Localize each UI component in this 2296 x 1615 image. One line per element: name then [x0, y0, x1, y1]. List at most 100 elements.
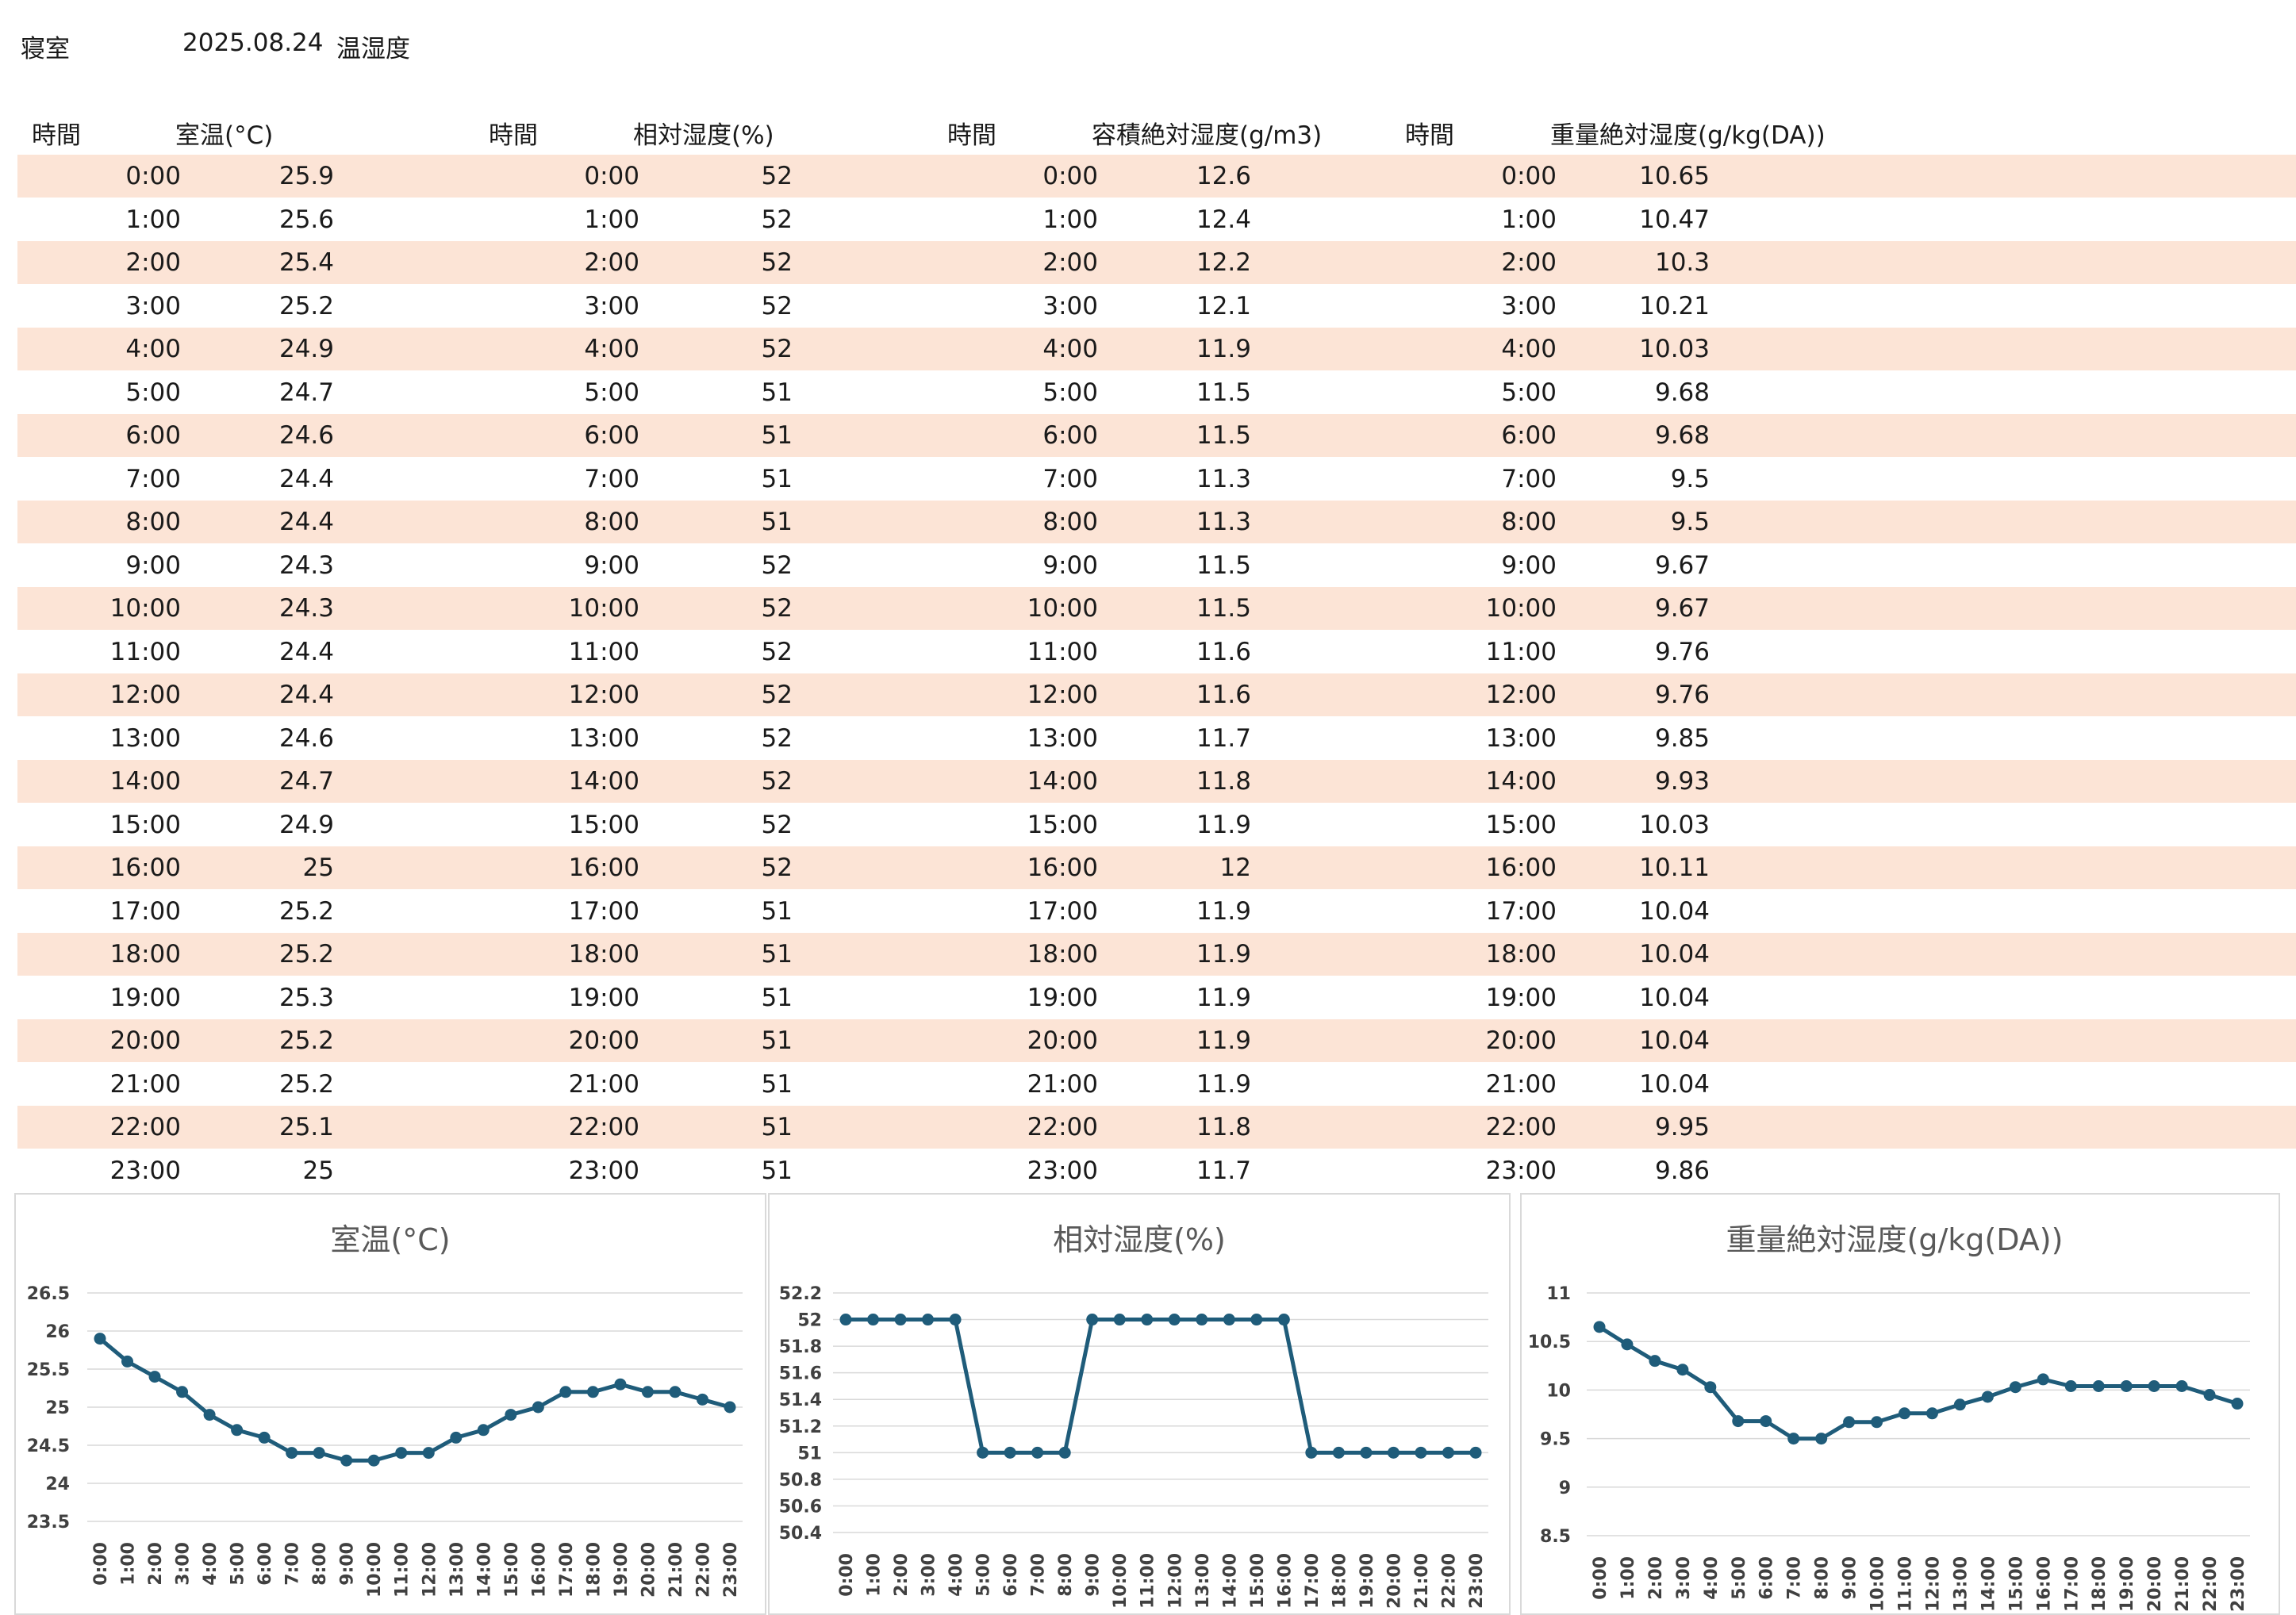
- time-cell-3: 10:00: [1027, 594, 1098, 623]
- x-tick-label: 18:00: [1330, 1553, 1350, 1609]
- time-cell-1: 19:00: [109, 983, 181, 1012]
- time-cell-3: 20:00: [1027, 1026, 1098, 1055]
- relative-humidity-cell: 52: [761, 723, 793, 753]
- data-point: [1621, 1338, 1634, 1351]
- chart-title: 室温(°C): [330, 1222, 450, 1257]
- data-point: [2092, 1380, 2105, 1393]
- series-line: [846, 1318, 1476, 1455]
- time-cell-4: 20:00: [1485, 1026, 1557, 1055]
- time-cell-4: 15:00: [1485, 810, 1557, 839]
- time-cell-2: 2:00: [584, 248, 639, 277]
- chart-temperature-plot: 室温(°C) 26.5 26 25.5 25 24.5 24 23.5 0:00 1:00 2:00…: [27, 1222, 743, 1598]
- time-cell-1: 17:00: [109, 896, 181, 926]
- data-point: [2231, 1398, 2244, 1410]
- time-cell-2: 6:00: [584, 421, 639, 450]
- time-cell-1: 16:00: [109, 854, 181, 882]
- relative-humidity-cell: 51: [761, 464, 793, 493]
- weight-humidity-cell: 10.03: [1639, 810, 1710, 839]
- weight-humidity-cell: 10.65: [1639, 162, 1710, 190]
- volumetric-humidity-cell: 11.5: [1196, 550, 1251, 580]
- x-tick-label: 4:00: [946, 1553, 966, 1597]
- x-tick-label: 17:00: [557, 1542, 577, 1598]
- relative-humidity-cell: 51: [761, 1026, 793, 1055]
- time-cell-4: 1:00: [1501, 205, 1557, 234]
- temperature-cell: 25: [302, 1156, 334, 1185]
- time-cell-3: 13:00: [1027, 723, 1098, 753]
- data-point: [450, 1431, 463, 1444]
- temperature-cell: 24.6: [278, 723, 334, 753]
- y-tick-label: 8.5: [1540, 1527, 1571, 1547]
- volumetric-humidity-cell: 11.9: [1196, 896, 1251, 926]
- time-cell-1: 9:00: [125, 550, 181, 580]
- header-relative-humidity: 相対湿度(%): [633, 121, 774, 150]
- data-point: [1196, 1314, 1208, 1326]
- x-tick-label: 6:00: [255, 1542, 275, 1586]
- x-tick-label: 16:00: [1275, 1553, 1295, 1609]
- table-row: 0:00 25.9 0:00 52 0:00 12.6 0:00 10.65: [17, 155, 2296, 198]
- x-tick-label: 22:00: [1439, 1553, 1459, 1609]
- time-cell-3: 8:00: [1042, 508, 1098, 536]
- header-time-1: 時間: [32, 121, 81, 150]
- x-tick-label: 3:00: [174, 1542, 194, 1586]
- data-point: [2203, 1389, 2216, 1402]
- time-cell-4: 8:00: [1501, 508, 1557, 536]
- chart-relative-humidity: 相対湿度(%) 52.2 52 51.8 51.6 51.4 51.2 51 50.8 50.6 5…: [768, 1193, 1511, 1615]
- relative-humidity-cell: 51: [761, 1113, 793, 1141]
- x-tick-label: 13:00: [1951, 1556, 1971, 1612]
- table-row: 20:00 25.2 20:00 51 20:00 11.9 20:00 10.04: [17, 1019, 2296, 1062]
- volumetric-humidity-cell: 11.9: [1196, 983, 1251, 1012]
- volumetric-humidity-cell: 11.9: [1196, 940, 1251, 969]
- x-tick-label: 11:00: [393, 1542, 413, 1598]
- time-cell-2: 14:00: [568, 767, 639, 796]
- x-tick-label: 1:00: [119, 1542, 139, 1586]
- y-tick-label: 25: [45, 1398, 70, 1418]
- data-point: [1899, 1407, 1911, 1420]
- weight-humidity-cell: 9.68: [1654, 421, 1710, 450]
- x-tick-label: 2:00: [892, 1553, 912, 1597]
- time-cell-1: 13:00: [109, 723, 181, 753]
- table-row: 7:00 24.4 7:00 51 7:00 11.3 7:00 9.5: [17, 458, 2296, 501]
- temperature-cell: 25.3: [278, 983, 334, 1012]
- y-tick-label: 52.2: [779, 1284, 822, 1304]
- time-cell-1: 6:00: [125, 421, 181, 450]
- x-tick-label: 18:00: [584, 1542, 604, 1598]
- data-point: [1593, 1321, 1606, 1333]
- data-point: [121, 1355, 134, 1368]
- data-point: [1223, 1314, 1235, 1326]
- data-point: [258, 1431, 271, 1444]
- header-volumetric-humidity: 容積絶対湿度(g/m3): [1092, 121, 1323, 150]
- time-cell-1: 11:00: [109, 637, 181, 666]
- chart-weight-humidity-plot: 重量絶対湿度(g/kg(DA)) 11 10.5 10 9.5 9 8.5 0:00 1:00 2…: [1528, 1222, 2250, 1612]
- x-tick-label: 21:00: [666, 1542, 686, 1598]
- time-cell-3: 0:00: [1042, 162, 1098, 190]
- temperature-cell: 25.2: [278, 940, 334, 969]
- time-cell-1: 18:00: [109, 940, 181, 969]
- weight-humidity-cell: 9.5: [1670, 508, 1710, 536]
- x-tick-label: 10:00: [1111, 1553, 1131, 1609]
- x-tick-label: 23:00: [1467, 1553, 1487, 1609]
- chart-weight-humidity: 重量絶対湿度(g/kg(DA)) 11 10.5 10 9.5 9 8.5 0:00 1:00 2…: [1520, 1193, 2280, 1615]
- data-point: [1415, 1446, 1427, 1459]
- y-tick-label: 50.6: [779, 1497, 822, 1517]
- x-tick-label: 17:00: [1303, 1553, 1323, 1609]
- x-tick-label: 9:00: [1084, 1553, 1104, 1597]
- volumetric-humidity-cell: 11.9: [1196, 1069, 1251, 1099]
- volumetric-humidity-cell: 11.5: [1196, 421, 1251, 450]
- table-row: 10:00 24.3 10:00 52 10:00 11.5 10:00 9.67: [17, 587, 2296, 630]
- table-row: 22:00 25.1 22:00 51 22:00 11.8 22:00 9.95: [17, 1106, 2296, 1149]
- time-cell-4: 3:00: [1501, 291, 1557, 320]
- x-tick-label: 11:00: [1138, 1553, 1158, 1609]
- time-cell-3: 15:00: [1027, 810, 1098, 839]
- temperature-cell: 25.2: [278, 896, 334, 926]
- record-kind: 温湿度: [336, 35, 410, 63]
- time-cell-2: 18:00: [568, 940, 639, 969]
- time-cell-3: 9:00: [1042, 550, 1098, 580]
- temperature-cell: 24.9: [278, 335, 334, 363]
- weight-humidity-cell: 9.95: [1654, 1113, 1710, 1141]
- data-point: [1168, 1314, 1181, 1326]
- y-tick-label: 10: [1546, 1381, 1571, 1401]
- data-point: [1250, 1314, 1263, 1326]
- relative-humidity-cell: 52: [761, 335, 793, 363]
- time-cell-4: 7:00: [1501, 464, 1557, 493]
- volumetric-humidity-cell: 12.2: [1196, 248, 1251, 277]
